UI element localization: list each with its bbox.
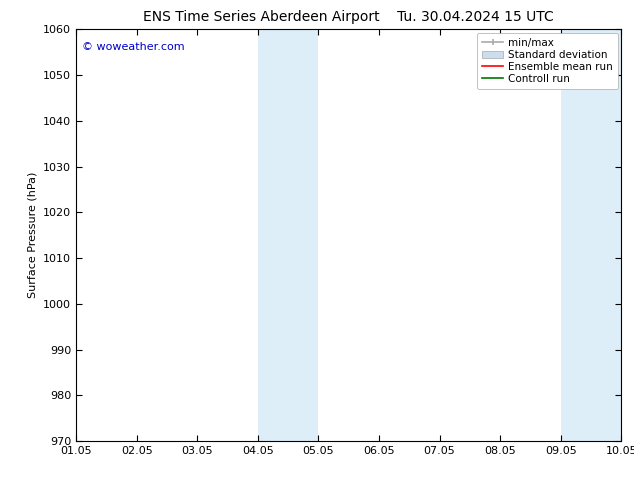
Legend: min/max, Standard deviation, Ensemble mean run, Controll run: min/max, Standard deviation, Ensemble me… [477, 32, 618, 89]
Bar [560, 29, 621, 441]
Text: © woweather.com: © woweather.com [82, 42, 184, 52]
Title: ENS Time Series Aberdeen Airport    Tu. 30.04.2024 15 UTC: ENS Time Series Aberdeen Airport Tu. 30.… [143, 10, 554, 24]
Bar [258, 29, 318, 441]
Y-axis label: Surface Pressure (hPa): Surface Pressure (hPa) [27, 172, 37, 298]
